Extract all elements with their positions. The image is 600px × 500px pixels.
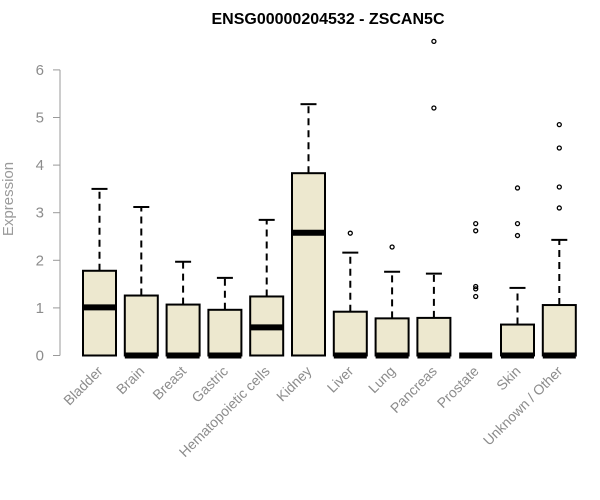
outlier-point bbox=[347, 230, 353, 236]
outlier-point bbox=[556, 121, 562, 128]
box-body bbox=[332, 310, 368, 357]
x-tick-label: Liver bbox=[324, 363, 357, 396]
outlier-point bbox=[431, 105, 437, 111]
box-body bbox=[207, 308, 243, 357]
outlier-point bbox=[473, 228, 479, 234]
box-body bbox=[500, 323, 535, 357]
outlier-point bbox=[389, 244, 395, 250]
outlier-point bbox=[514, 232, 521, 239]
x-tick-label: Skin bbox=[493, 363, 524, 394]
y-tick-label: 2 bbox=[36, 252, 44, 269]
outlier-point bbox=[473, 220, 479, 227]
box-skin bbox=[500, 185, 535, 359]
chart-title: ENSG00000204532 - ZSCAN5C bbox=[211, 11, 444, 28]
x-tick-label: Breast bbox=[149, 363, 189, 403]
y-tick-label: 5 bbox=[36, 110, 44, 127]
outlier-point bbox=[473, 286, 479, 292]
y-tick-label: 1 bbox=[36, 300, 44, 317]
x-tick-label: Unknown / Other bbox=[480, 363, 566, 449]
outlier-point bbox=[556, 145, 562, 151]
box-gastric bbox=[207, 276, 243, 359]
outlier-point bbox=[514, 220, 521, 227]
box-bladder bbox=[82, 187, 117, 357]
x-tick-label: Lung bbox=[365, 363, 398, 396]
box-body bbox=[416, 316, 452, 357]
outlier-point bbox=[556, 205, 562, 211]
box-kidney bbox=[291, 103, 326, 357]
outlier-point bbox=[473, 293, 479, 300]
box-body bbox=[165, 303, 201, 357]
x-tick-label: Bladder bbox=[60, 363, 106, 409]
box-brain bbox=[123, 205, 159, 359]
box-body bbox=[374, 317, 410, 357]
x-tick-label: Kidney bbox=[273, 363, 315, 405]
box-body bbox=[291, 172, 326, 357]
y-tick-label: 6 bbox=[36, 62, 44, 79]
box-prostate bbox=[459, 220, 493, 359]
box-liver bbox=[332, 230, 368, 359]
x-tick-label: Prostate bbox=[434, 363, 482, 411]
y-axis: 0 1 2 3 4 5 6 bbox=[36, 62, 61, 365]
outlier-point bbox=[431, 38, 437, 44]
y-tick-label: 0 bbox=[36, 348, 44, 365]
box-hematopoietic-cells bbox=[249, 218, 285, 357]
box-unknown-other bbox=[541, 121, 577, 359]
box-body bbox=[541, 304, 577, 357]
y-tick-label: 3 bbox=[36, 205, 44, 222]
box-body bbox=[82, 269, 117, 357]
y-tick-label: 4 bbox=[36, 157, 44, 174]
outlier-point bbox=[556, 184, 562, 190]
box-lung bbox=[374, 244, 410, 359]
x-tick-label: Brain bbox=[113, 363, 147, 397]
box-pancreas bbox=[416, 38, 452, 359]
y-axis-label: Expression bbox=[0, 162, 17, 236]
outlier-point bbox=[473, 283, 479, 290]
box-series bbox=[82, 38, 577, 359]
box-breast bbox=[165, 260, 201, 359]
outlier-point bbox=[514, 185, 521, 191]
box-body bbox=[123, 294, 159, 357]
